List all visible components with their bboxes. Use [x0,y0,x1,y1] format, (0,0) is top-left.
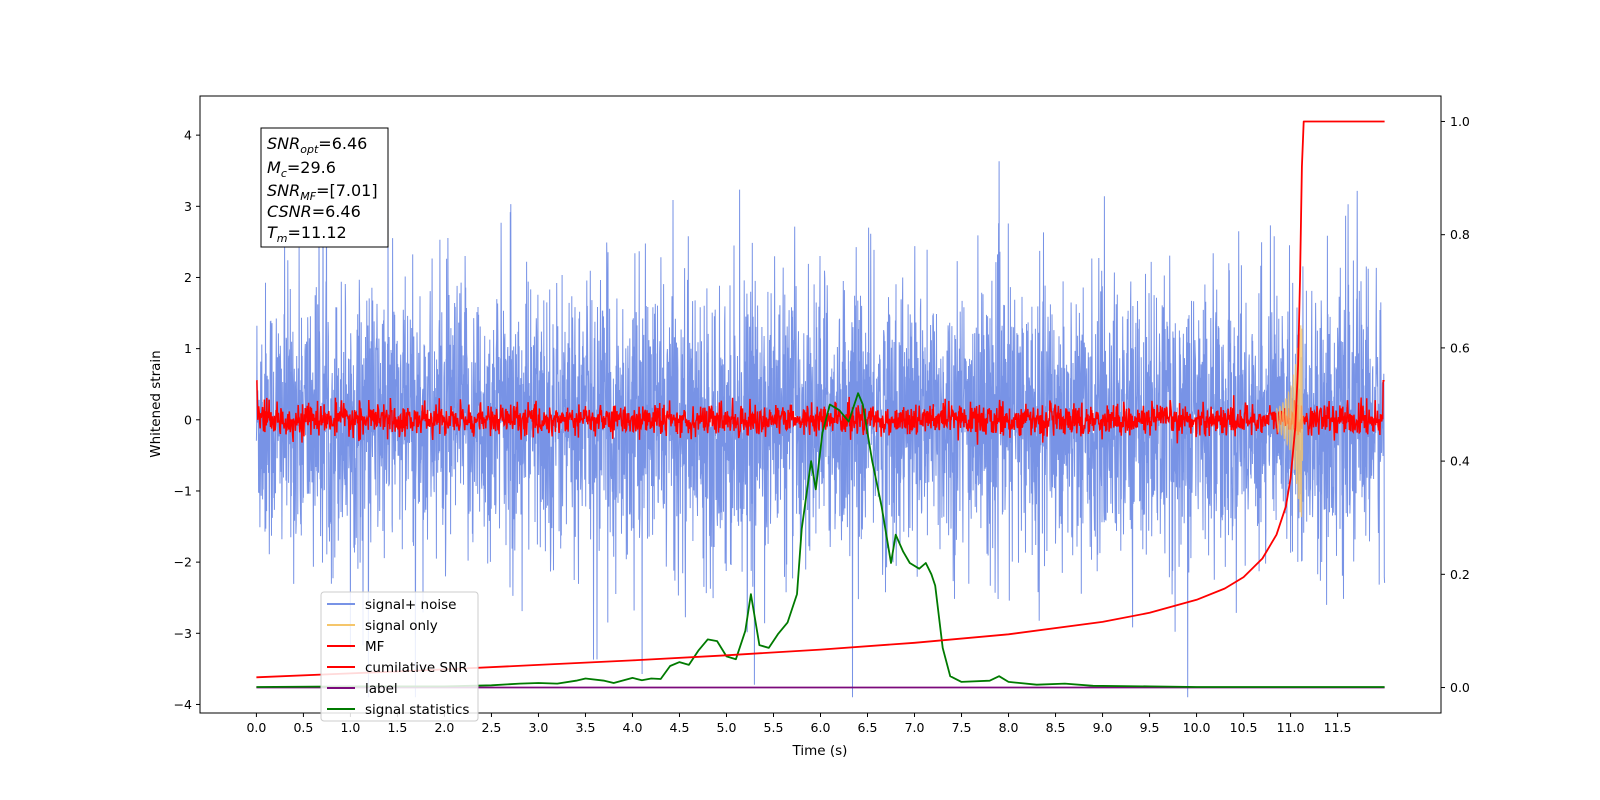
x-tick-label: 7.0 [905,720,925,735]
y-axis-label: Whitened strain [148,350,164,457]
y-right-tick-label: 0.4 [1450,454,1470,469]
legend: signal+ noise signal only MF cumilative SNR… [320,591,479,722]
x-tick-label: 10.0 [1183,720,1211,735]
annotation-csnr: CSNR=6.46 [267,202,361,221]
series-signal-statistics [256,392,1385,688]
annotation-mc: Mc=29.6 [267,158,336,180]
x-tick-label: 11.5 [1324,720,1352,735]
x-tick-label: 2.0 [434,720,454,735]
legend-entry: MF [365,639,384,655]
legend-entry: cumilative SNR [365,660,468,676]
y-tick-label: 0 [184,412,192,427]
annotation-snr-opt: SNRopt=6.46 [267,134,367,156]
y-tick-label: −2 [174,555,192,570]
y-axis-right-ticks: 1.0 0.8 0.6 0.4 0.2 0.0 [1441,114,1470,695]
y-tick-label: −3 [174,626,192,641]
y-tick-label: 4 [184,128,192,143]
series-mf [256,379,1385,445]
x-tick-label: 8.5 [1046,720,1066,735]
y-axis-ticks: 4 3 2 1 0 −1 −2 −3 −4 [174,128,200,712]
x-axis-ticks: 0.0 0.5 1.0 1.5 2.0 2.5 3.0 3.5 4.0 4.5 5.0 5.5 6.0 6… [246,713,1352,735]
y-right-tick-label: 1.0 [1450,114,1470,129]
x-tick-label: 3.0 [529,720,549,735]
x-tick-label: 4.5 [670,720,690,735]
y-tick-label: 3 [184,199,192,214]
x-axis-label: Time (s) [792,743,848,759]
annotation-box: SNRopt=6.46 Mc=29.6 SNRMF=[7.01] CSNR=6.… [260,127,389,248]
legend-entry: signal statistics [365,702,469,718]
x-tick-label: 9.5 [1140,720,1160,735]
legend-entry: label [365,681,398,697]
x-tick-label: 6.0 [811,720,831,735]
y-tick-label: 1 [184,341,192,356]
x-tick-label: 3.5 [576,720,596,735]
x-tick-label: 7.5 [952,720,972,735]
legend-entry: signal+ noise [365,597,456,613]
x-tick-label: 5.0 [717,720,737,735]
x-tick-label: 5.5 [764,720,784,735]
y-right-tick-label: 0.0 [1450,680,1470,695]
series-signal-only [1275,325,1304,518]
y-right-tick-label: 0.8 [1450,227,1470,242]
x-tick-label: 10.5 [1230,720,1258,735]
legend-entry: signal only [365,618,438,634]
x-tick-label: 0.0 [246,720,266,735]
x-tick-label: 4.0 [623,720,643,735]
x-tick-label: 11.0 [1277,720,1305,735]
x-tick-label: 2.5 [482,720,502,735]
x-tick-label: 6.5 [858,720,878,735]
x-tick-label: 1.0 [340,720,360,735]
y-right-tick-label: 0.6 [1450,340,1470,355]
x-tick-label: 0.5 [293,720,313,735]
x-tick-label: 9.0 [1093,720,1113,735]
series-cumulative-snr [256,120,1385,679]
y-right-tick-label: 0.2 [1450,567,1470,582]
annotation-snr-mf: SNRMF=[7.01] [267,181,378,203]
y-tick-label: −4 [174,697,192,712]
y-tick-label: 2 [184,270,192,285]
x-tick-label: 1.5 [387,720,407,735]
x-tick-label: 8.0 [999,720,1019,735]
annotation-tm: Tm=11.12 [267,223,347,245]
y-tick-label: −1 [174,483,192,498]
series-signal-noise [255,150,1386,698]
